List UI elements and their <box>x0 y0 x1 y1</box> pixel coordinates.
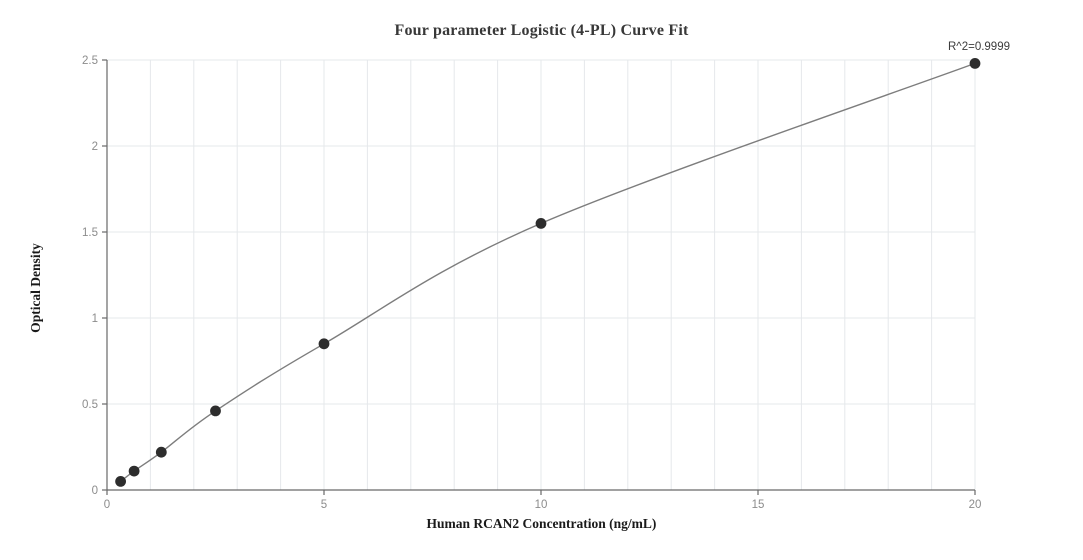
chart-title: Four parameter Logistic (4-PL) Curve Fit <box>394 22 689 39</box>
data-point <box>210 405 221 417</box>
data-point <box>535 218 547 229</box>
y-tick-label: 0.5 <box>82 399 98 411</box>
y-tick-label: 2.5 <box>82 55 98 67</box>
data-point <box>128 465 140 477</box>
y-tick-label: 0 <box>92 485 98 497</box>
x-axis-label: Human RCAN2 Concentration (ng/mL) <box>426 516 657 531</box>
x-tick-label: 10 <box>535 499 548 511</box>
data-point <box>115 476 126 487</box>
data-point <box>318 338 330 350</box>
r-squared-annotation: R^2=0.9999 <box>948 41 1010 53</box>
x-tick-label: 15 <box>752 499 765 511</box>
data-point <box>155 446 167 458</box>
y-tick-label: 2 <box>92 141 98 153</box>
x-tick-label: 5 <box>321 499 327 511</box>
x-tick-label: 20 <box>969 499 982 511</box>
data-point <box>969 58 981 69</box>
y-tick-label: 1 <box>92 313 98 325</box>
y-tick-label: 1.5 <box>82 227 98 239</box>
x-tick-label: 0 <box>104 499 110 511</box>
fit-curve <box>120 62 976 482</box>
